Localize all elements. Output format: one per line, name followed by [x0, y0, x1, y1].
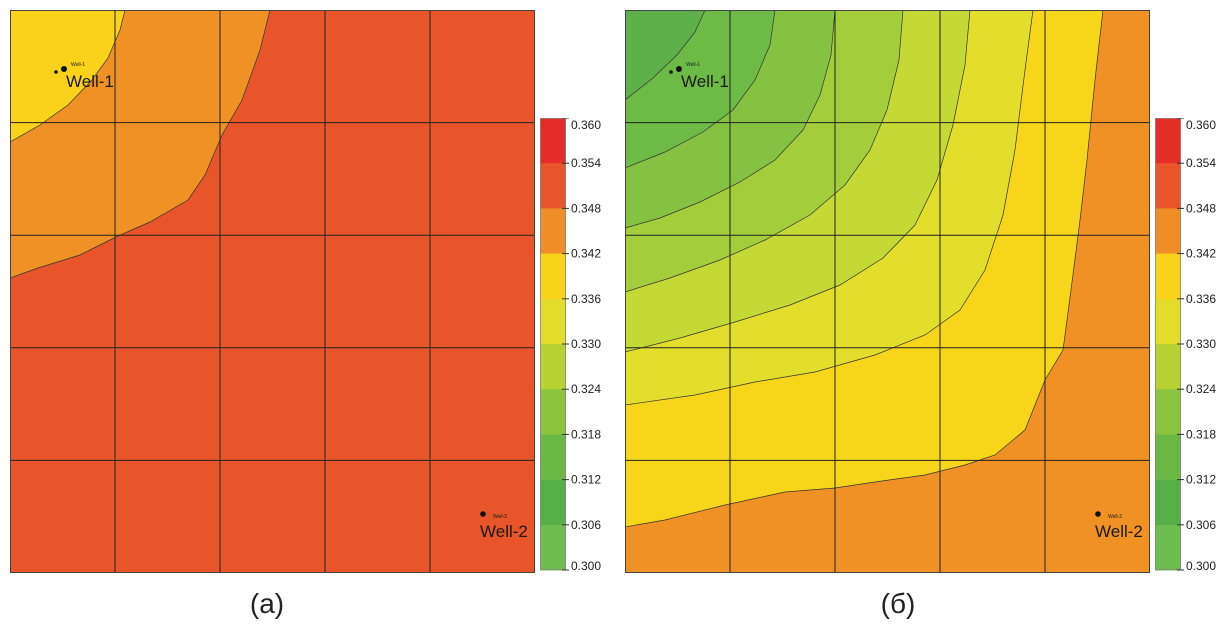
- colorbar-tick-label: 0.330: [571, 337, 601, 351]
- colorbar-a: 0.360 0.354 0.348 0.342 0.336 0.330 0.324 0.318…: [540, 117, 610, 573]
- colorbar-segment: [540, 524, 566, 571]
- well-1-small-label: Well-1: [686, 62, 700, 68]
- colorbar-segment: [1155, 118, 1181, 164]
- colorbar-segment: [540, 434, 566, 481]
- colorbar-tick-label: 0.336: [1186, 292, 1216, 306]
- colorbar-a-svg: 0.360 0.354 0.348 0.342 0.336 0.330 0.324 0.318…: [540, 117, 601, 573]
- well-2-label: Well-2: [480, 522, 528, 541]
- colorbar-segment: [540, 298, 566, 345]
- colorbar-b: 0.360 0.354 0.348 0.342 0.336 0.330 0.324 0.318…: [1155, 117, 1225, 573]
- colorbar-segment: [540, 208, 566, 255]
- colorbar-segment: [540, 118, 566, 164]
- colorbar-tick-label: 0.348: [571, 201, 601, 215]
- map-b: Well-1 Well-1 Well-2 Well-2: [625, 10, 1150, 573]
- colorbar-tick-label: 0.306: [1186, 518, 1216, 532]
- well-1-small-label: Well-1: [71, 62, 85, 68]
- well-1-marker: Well-1 Well-1: [669, 62, 729, 91]
- panel-b-caption: (б): [880, 588, 916, 619]
- colorbar-tick-label: 0.318: [1186, 427, 1216, 441]
- colorbar-tick-label: 0.360: [1186, 118, 1216, 132]
- well-2-small-label: Well-2: [1108, 514, 1122, 520]
- colorbar-segment: [540, 479, 566, 526]
- colorbar-segment: [1155, 479, 1181, 526]
- colorbar-tick-label: 0.324: [1186, 382, 1216, 396]
- colorbar-segment: [1155, 208, 1181, 255]
- contour-map-b: Well-1 Well-1 Well-2 Well-2: [625, 10, 1150, 573]
- colorbar-segment: [540, 344, 566, 390]
- colorbar-segment: [540, 389, 566, 435]
- colorbar-tick-label: 0.318: [571, 427, 601, 441]
- colorbar-segment: [540, 163, 566, 209]
- well-1-label: Well-1: [681, 72, 729, 91]
- colorbar-segment: [1155, 344, 1181, 390]
- colorbar-tick-label: 0.306: [571, 518, 601, 532]
- grid-b: [625, 10, 1150, 573]
- well-1-label: Well-1: [66, 72, 114, 91]
- colorbar-b-svg: 0.360 0.354 0.348 0.342 0.336 0.330 0.324 0.318…: [1155, 117, 1216, 573]
- colorbar-tick-label: 0.324: [571, 382, 601, 396]
- grid-a: [10, 10, 535, 573]
- colorbar-tick-label: 0.342: [571, 247, 601, 261]
- well-2-marker: Well-2 Well-2: [1095, 511, 1143, 541]
- colorbar-tick-label: 0.342: [1186, 247, 1216, 261]
- colorbar-segment: [540, 253, 566, 300]
- colorbar-tick-label: 0.300: [571, 559, 601, 573]
- colorbar-tick-label: 0.336: [571, 292, 601, 306]
- colorbar-tick-label: 0.312: [1186, 473, 1216, 487]
- colorbar-segment: [1155, 298, 1181, 345]
- zone-green-dark: [625, 10, 706, 101]
- contour-map-a: Well-1 Well-1 Well-2 Well-2: [10, 10, 535, 573]
- panel-a-caption: (a): [249, 588, 285, 619]
- colorbar-tick-label: 0.330: [1186, 337, 1216, 351]
- colorbar-tick-label: 0.300: [1186, 559, 1216, 573]
- panel-a: Well-1 Well-1 Well-2 Well-2 0.360 0.354 0.…: [10, 10, 610, 574]
- colorbar-segment: [1155, 163, 1181, 209]
- well-2-label: Well-2: [1095, 522, 1143, 541]
- colorbar-tick-label: 0.348: [1186, 201, 1216, 215]
- zone-yellow: [10, 10, 126, 143]
- colorbar-tick-label: 0.354: [571, 156, 601, 170]
- well-2-marker: Well-2 Well-2: [480, 511, 528, 541]
- colorbar-tick-label: 0.312: [571, 473, 601, 487]
- map-a: Well-1 Well-1 Well-2 Well-2: [10, 10, 535, 573]
- colorbar-segment: [1155, 524, 1181, 571]
- colorbar-segment: [1155, 253, 1181, 300]
- map-border: [10, 10, 535, 573]
- map-border: [625, 10, 1150, 573]
- colorbar-tick-label: 0.354: [1186, 156, 1216, 170]
- well-2-small-label: Well-2: [493, 514, 507, 520]
- colorbar-segment: [1155, 434, 1181, 481]
- panel-b: Well-1 Well-1 Well-2 Well-2 0.360 0.354 0.…: [625, 10, 1225, 574]
- colorbar-segment: [1155, 389, 1181, 435]
- well-1-marker: Well-1 Well-1: [54, 62, 114, 91]
- colorbar-tick-label: 0.360: [571, 118, 601, 132]
